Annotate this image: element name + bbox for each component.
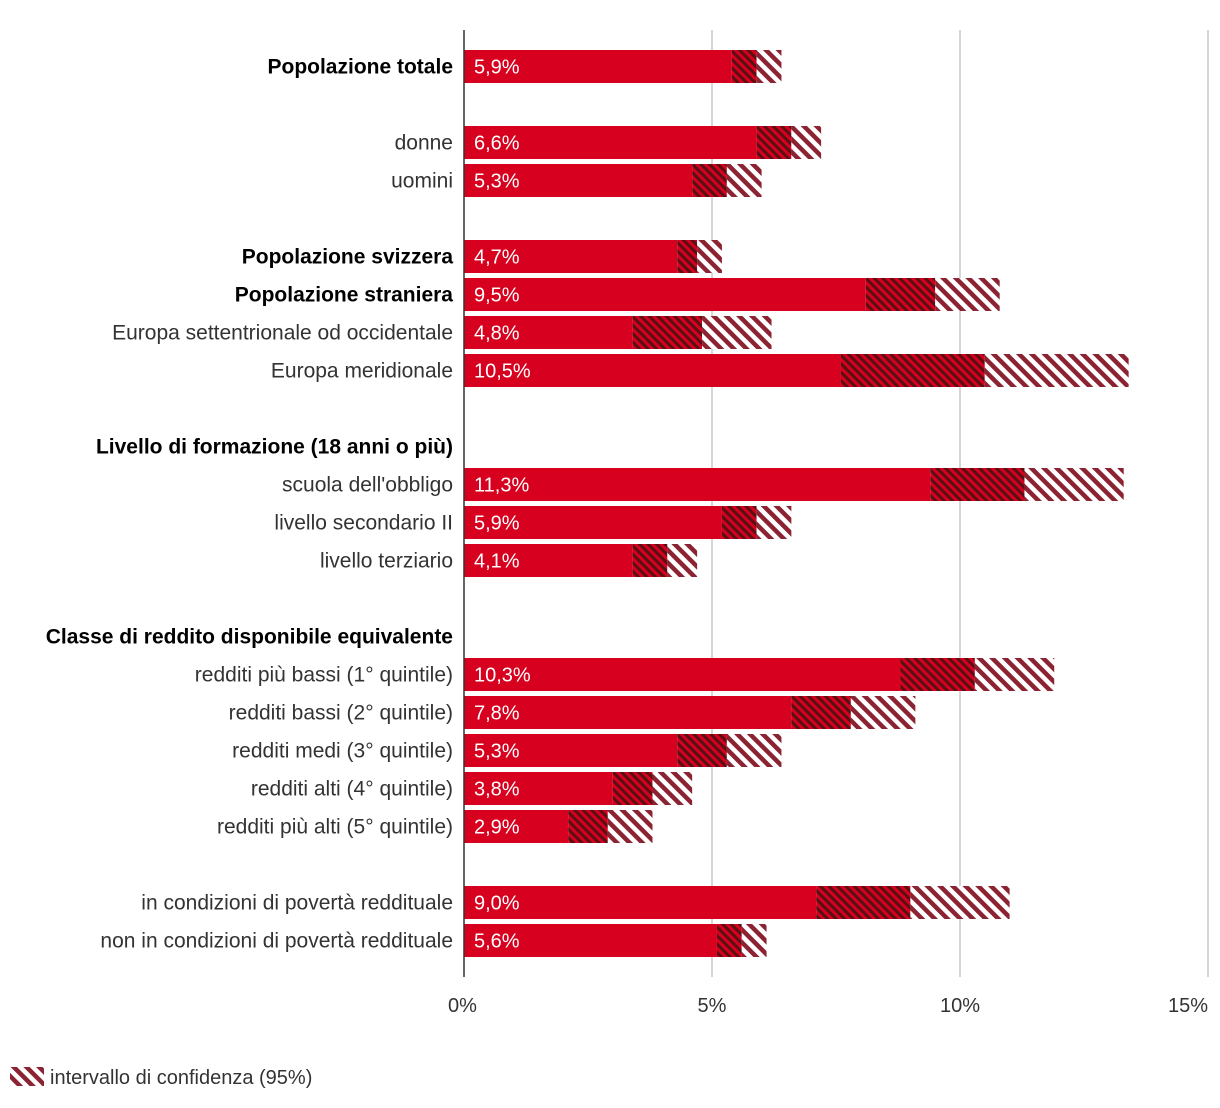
ci-lower-segment xyxy=(716,924,742,957)
bar-value-label: 5,9% xyxy=(474,57,520,79)
ci-lower-segment xyxy=(677,240,698,273)
bar-value-label: 10,3% xyxy=(474,665,531,687)
ci-lower-segment xyxy=(840,354,985,387)
ci-lower-segment xyxy=(568,810,608,843)
legend-swatch xyxy=(10,1067,44,1086)
ci-lower-segment xyxy=(930,468,1025,501)
bar xyxy=(464,544,633,577)
ci-lower-segment xyxy=(612,772,653,805)
bar xyxy=(464,772,613,805)
category-label: redditi più alti (5° quintile) xyxy=(217,816,453,839)
ci-lower-segment xyxy=(632,316,703,349)
bar xyxy=(464,278,866,311)
ci-upper-segment xyxy=(756,50,782,83)
category-label: non in condizioni di povertà reddituale xyxy=(100,930,453,953)
bar-value-label: 4,1% xyxy=(474,551,520,573)
category-label: donne xyxy=(395,132,453,155)
ci-upper-segment xyxy=(607,810,653,843)
bar-value-label: 11,3% xyxy=(474,475,529,497)
bar xyxy=(464,886,817,919)
category-label: redditi alti (4° quintile) xyxy=(251,778,453,801)
ci-upper-segment xyxy=(984,354,1129,387)
ci-upper-segment xyxy=(935,278,1000,311)
ci-upper-segment xyxy=(652,772,693,805)
category-label: uomini xyxy=(391,170,453,193)
ci-upper-segment xyxy=(726,164,762,197)
bar xyxy=(464,240,678,273)
x-tick-label: 0% xyxy=(448,995,477,1017)
ci-lower-segment xyxy=(900,658,975,691)
x-tick-label: 15% xyxy=(1168,995,1208,1017)
bar xyxy=(464,354,841,387)
ci-lower-segment xyxy=(791,696,851,729)
category-label: Europa meridionale xyxy=(271,360,453,383)
category-label: in condizioni di povertà reddituale xyxy=(141,892,453,915)
bar-value-label: 7,8% xyxy=(474,703,520,725)
ci-upper-segment xyxy=(756,506,792,539)
bar-value-label: 5,6% xyxy=(474,931,520,953)
bar xyxy=(464,924,717,957)
bar xyxy=(464,810,569,843)
ci-lower-segment xyxy=(865,278,936,311)
category-heading: Popolazione straniera xyxy=(235,284,454,307)
bar-value-label: 5,9% xyxy=(474,513,520,535)
bar xyxy=(464,164,693,197)
bar xyxy=(464,696,792,729)
ci-lower-segment xyxy=(756,126,792,159)
ci-upper-segment xyxy=(667,544,698,577)
category-heading: Livello di formazione (18 anni o più) xyxy=(96,436,453,459)
ci-lower-segment xyxy=(816,886,911,919)
category-label: Europa settentrionale od occidentale xyxy=(112,322,453,345)
category-labels: Popolazione totale donne uomini Popolazione… xyxy=(46,56,454,953)
bar xyxy=(464,126,757,159)
x-tick-label: 10% xyxy=(940,995,980,1017)
ci-upper-segment xyxy=(910,886,1010,919)
x-tick-label: 5% xyxy=(698,995,727,1017)
category-label: redditi medi (3° quintile) xyxy=(232,740,453,763)
category-heading: Popolazione svizzera xyxy=(242,246,454,269)
ci-lower-segment xyxy=(731,50,757,83)
bar-value-label: 3,8% xyxy=(474,779,520,801)
legend-label: intervallo di confidenza (95%) xyxy=(50,1067,312,1089)
ci-upper-segment xyxy=(697,240,722,273)
ci-upper-segment xyxy=(1024,468,1124,501)
category-label: livello secondario II xyxy=(274,512,453,535)
ci-upper-segment xyxy=(741,924,767,957)
category-heading: Classe di reddito disponibile equivalent… xyxy=(46,626,453,649)
bar-value-label: 5,3% xyxy=(474,741,520,763)
bar xyxy=(464,506,722,539)
bar-value-label: 5,3% xyxy=(474,171,520,193)
ci-upper-segment xyxy=(850,696,916,729)
bar-value-label: 2,9% xyxy=(474,817,520,839)
category-label: redditi bassi (2° quintile) xyxy=(229,702,453,725)
ci-lower-segment xyxy=(632,544,668,577)
category-label: redditi più bassi (1° quintile) xyxy=(195,664,453,687)
bar-value-label: 4,7% xyxy=(474,247,520,269)
bar xyxy=(464,316,633,349)
ci-upper-segment xyxy=(726,734,782,767)
ci-upper-segment xyxy=(702,316,772,349)
ci-upper-segment xyxy=(974,658,1055,691)
bar-value-label: 9,0% xyxy=(474,893,520,915)
ci-lower-segment xyxy=(692,164,727,197)
ci-lower-segment xyxy=(677,734,727,767)
legend: intervallo di confidenza (95%) xyxy=(10,1067,312,1089)
bar xyxy=(464,468,931,501)
bar xyxy=(464,50,732,83)
category-heading: Popolazione totale xyxy=(267,56,453,79)
category-label: scuola dell'obbligo xyxy=(282,474,453,497)
bars: 5,9% 6,6% 5,3% 4,7% 9,5% 4,8% 10,5% 11,3% 5,9% 4,… xyxy=(464,50,1129,957)
bar xyxy=(464,658,901,691)
category-label: livello terziario xyxy=(320,550,453,573)
bar-value-label: 6,6% xyxy=(474,133,520,155)
ci-lower-segment xyxy=(721,506,757,539)
x-axis: 0% 5% 10% 15% xyxy=(448,30,1208,1017)
bar-value-label: 4,8% xyxy=(474,323,520,345)
bar xyxy=(464,734,678,767)
gridlines xyxy=(711,30,1209,977)
bar-value-label: 10,5% xyxy=(474,361,531,383)
bar-value-label: 9,5% xyxy=(474,285,520,307)
ci-upper-segment xyxy=(791,126,822,159)
